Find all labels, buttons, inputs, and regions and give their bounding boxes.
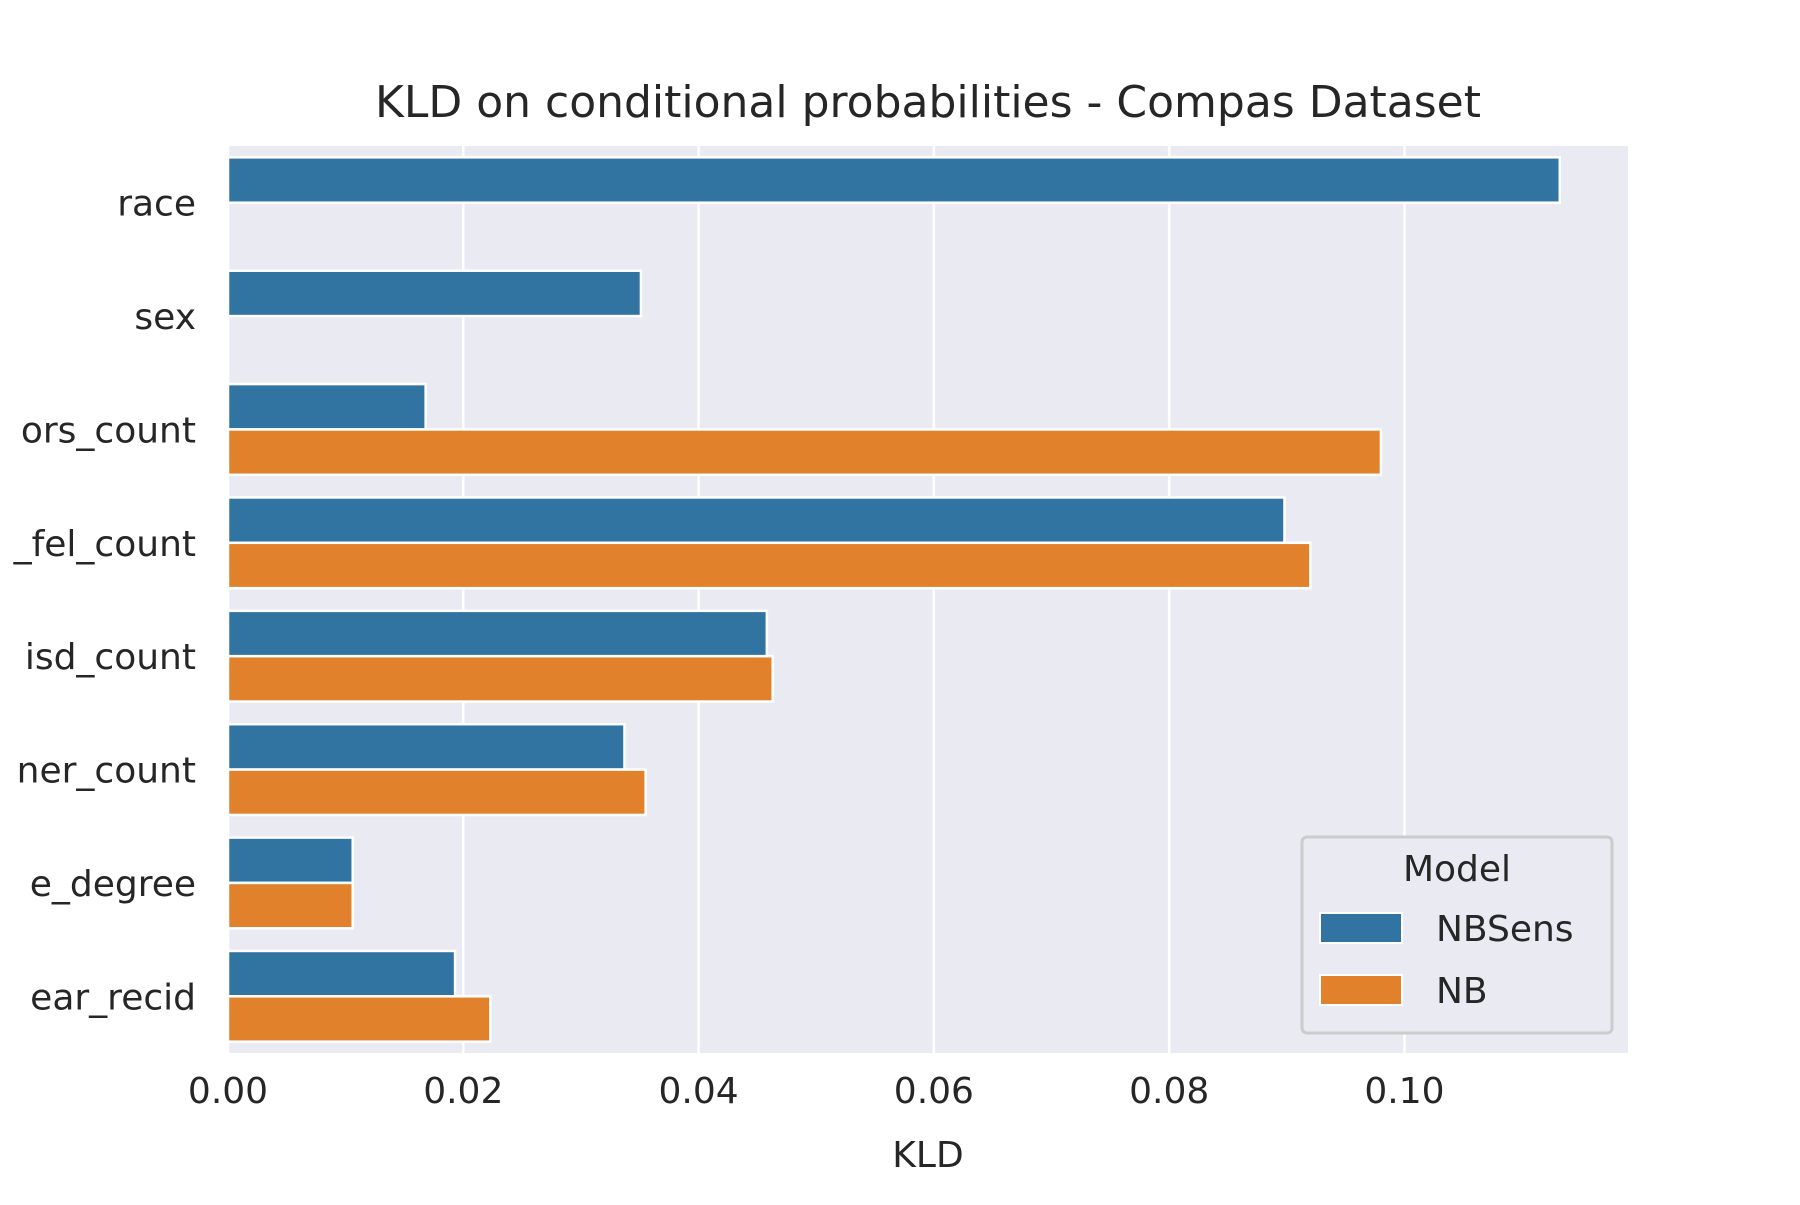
bar-nbsens-0 xyxy=(226,156,1562,204)
legend-swatch-nbsens xyxy=(1319,912,1403,944)
bar-nb-3 xyxy=(226,541,1312,590)
bar-nb-6 xyxy=(226,881,354,930)
y-tick-labels: race sex ors_count _fel_count isd_count ner_c… xyxy=(13,184,196,1019)
y-tick-label: sex xyxy=(134,297,196,338)
bar-nb-4 xyxy=(226,654,774,703)
bar-nbsens-3 xyxy=(226,496,1286,545)
legend-label-nbsens: NBSens xyxy=(1436,909,1574,950)
x-tick-label: 0.04 xyxy=(659,1071,739,1112)
legend-swatch-nb xyxy=(1319,974,1403,1006)
legend-label-nb: NB xyxy=(1436,971,1488,1012)
bar-nb-2 xyxy=(226,428,1383,477)
bar-nbsens-4 xyxy=(226,609,769,658)
x-tick-label: 0.02 xyxy=(423,1071,503,1112)
x-tick-labels: 0.00 0.02 0.04 0.06 0.08 0.10 xyxy=(188,1071,1445,1112)
y-tick-label: isd_count xyxy=(25,637,196,678)
legend-title: Model xyxy=(1403,849,1511,890)
legend-items: NBSens NB xyxy=(1319,909,1574,1012)
y-tick-label: ors_count xyxy=(21,410,196,451)
y-tick-label: e_degree xyxy=(30,864,196,905)
bars xyxy=(226,156,1562,1043)
x-tick-label: 0.00 xyxy=(188,1071,268,1112)
bar-nbsens-7 xyxy=(226,949,457,998)
y-tick-label: ear_recid xyxy=(30,977,196,1018)
x-tick-label: 0.06 xyxy=(894,1071,974,1112)
bar-nb-7 xyxy=(226,995,492,1043)
y-tick-label: _fel_count xyxy=(13,524,196,565)
x-axis-label: KLD xyxy=(892,1135,963,1176)
bar-nb-5 xyxy=(226,768,647,817)
legend: Model NBSens NB xyxy=(1300,835,1614,1035)
x-tick-label: 0.08 xyxy=(1129,1071,1209,1112)
y-tick-label: ner_count xyxy=(17,751,196,792)
chart-title: KLD on conditional probabilities - Compa… xyxy=(375,77,1481,128)
bar-nbsens-6 xyxy=(226,836,354,885)
x-tick-label: 0.10 xyxy=(1364,1071,1444,1112)
bar-nbsens-5 xyxy=(226,722,626,771)
bar-nbsens-2 xyxy=(226,382,427,431)
y-tick-label: race xyxy=(117,184,196,225)
bar-nbsens-1 xyxy=(226,269,643,318)
